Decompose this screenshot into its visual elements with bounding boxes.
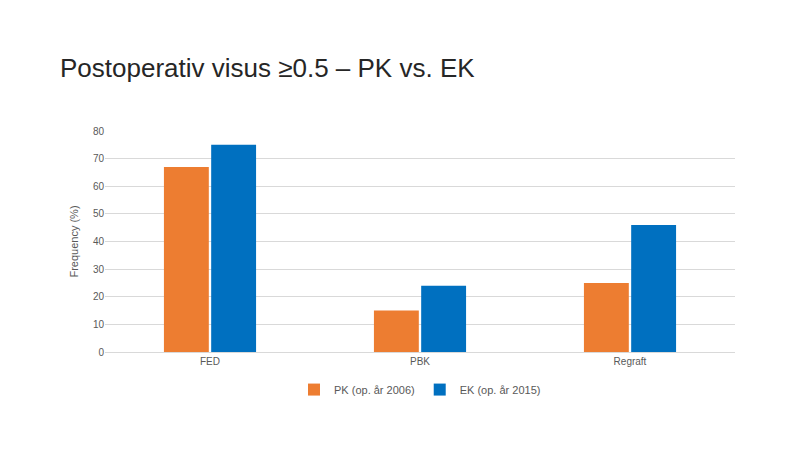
svg-text:20: 20 xyxy=(93,291,105,302)
svg-text:30: 30 xyxy=(93,264,105,275)
svg-text:40: 40 xyxy=(93,236,105,247)
svg-text:Regraft: Regraft xyxy=(614,356,647,367)
svg-text:PK (op. år 2006): PK (op. år 2006) xyxy=(334,384,415,396)
svg-text:Postoperativ visus ≥0.5 – PK v: Postoperativ visus ≥0.5 – PK vs. EK xyxy=(60,53,475,83)
svg-text:FED: FED xyxy=(200,356,220,367)
svg-text:80: 80 xyxy=(93,126,105,137)
svg-text:70: 70 xyxy=(93,153,105,164)
svg-text:PBK: PBK xyxy=(410,356,430,367)
svg-text:0: 0 xyxy=(98,347,104,358)
svg-text:50: 50 xyxy=(93,208,105,219)
svg-text:10: 10 xyxy=(93,319,105,330)
svg-text:EK (op. år 2015): EK (op. år 2015) xyxy=(460,384,541,396)
svg-text:Frequency (%): Frequency (%) xyxy=(68,205,80,277)
svg-text:60: 60 xyxy=(93,181,105,192)
